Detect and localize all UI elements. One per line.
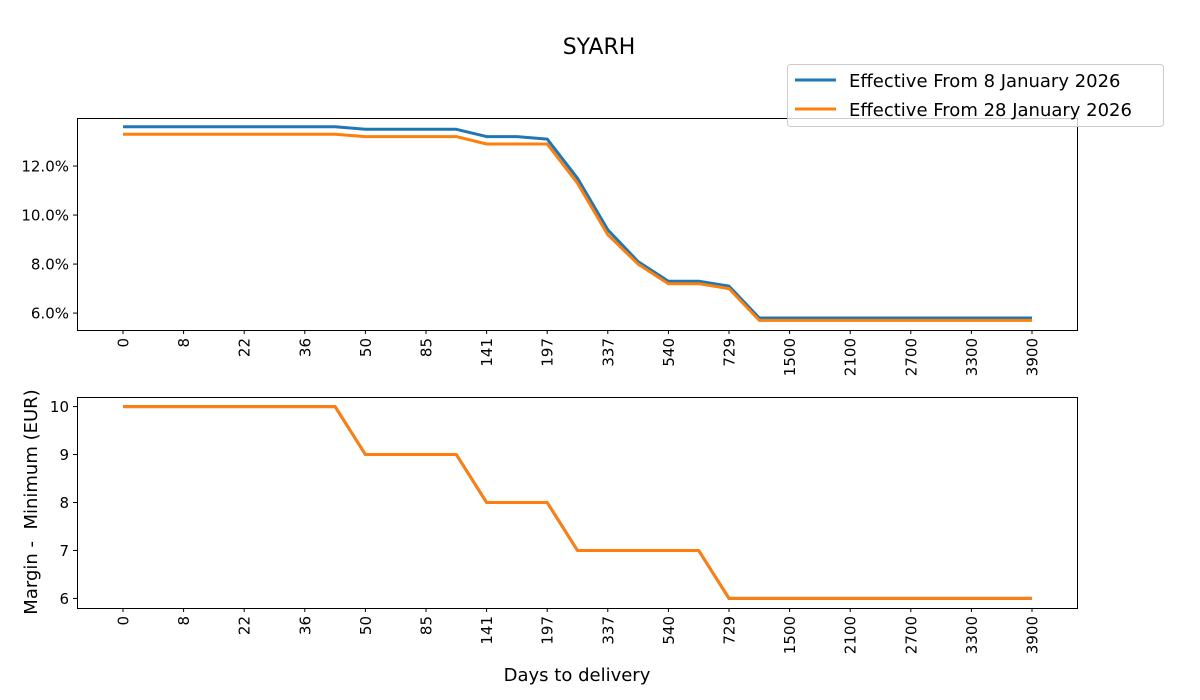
x-tick-label: 3900 xyxy=(1024,616,1042,654)
legend: Effective From 8 January 2026 Effective … xyxy=(787,64,1164,127)
y-tick-label: 10.0% xyxy=(21,207,69,225)
y-tick-label: 7 xyxy=(59,542,69,560)
x-tick-label: 540 xyxy=(660,616,678,645)
x-tick-label: 50 xyxy=(357,338,375,357)
x-tick-label: 0 xyxy=(115,338,133,348)
x-tick-label: 22 xyxy=(236,338,254,357)
axes-frame xyxy=(77,118,1078,331)
top-axes: 6.0% 8.0% 10.0% 12.0% 0 8 22 36 50 85 141 197 337 540… xyxy=(21,118,1078,376)
series-line-1 xyxy=(123,405,1032,600)
y-axis-label: Margin - Minimum (EUR) xyxy=(21,389,42,614)
y-tick-label: 9 xyxy=(59,446,69,464)
x-tick-label: 0 xyxy=(115,616,133,626)
chart-title: SYARH xyxy=(563,35,636,60)
x-tick-label: 1500 xyxy=(781,338,799,376)
x-tick-label: 85 xyxy=(418,338,436,357)
x-tick-label: 36 xyxy=(296,338,314,357)
x-tick-label: 1500 xyxy=(781,616,799,654)
series-line-0 xyxy=(123,125,1032,320)
x-tick-label: 729 xyxy=(721,338,739,367)
x-tick-label: 337 xyxy=(599,616,617,645)
x-tick-label: 8 xyxy=(175,338,193,348)
x-tick-label: 3300 xyxy=(963,616,981,654)
x-tick-label: 2100 xyxy=(842,616,860,654)
x-tick-label: 141 xyxy=(478,338,496,367)
x-tick-label: 85 xyxy=(418,616,436,635)
x-tick-label: 22 xyxy=(236,616,254,635)
y-tick-label: 8.0% xyxy=(31,256,69,274)
x-tick-label: 337 xyxy=(599,338,617,367)
y-tick-label: 12.0% xyxy=(21,158,69,176)
x-tick-label: 197 xyxy=(539,616,557,645)
x-tick-label: 2100 xyxy=(842,338,860,376)
x-tick-label: 36 xyxy=(296,616,314,635)
series-line-1 xyxy=(123,132,1032,322)
x-tick-label: 50 xyxy=(357,616,375,635)
x-tick-label: 8 xyxy=(175,616,193,626)
x-tick-label: 197 xyxy=(539,338,557,367)
series-line-0 xyxy=(123,405,1032,600)
y-tick-label: 6.0% xyxy=(31,305,69,323)
x-axis-label: Days to delivery xyxy=(504,665,651,686)
y-tick-label: 8 xyxy=(59,494,69,512)
y-tick-label: 10 xyxy=(50,398,69,416)
y-tick-label: 6 xyxy=(59,590,69,608)
legend-frame xyxy=(787,64,1164,127)
x-tick-label: 729 xyxy=(721,616,739,645)
x-tick-label: 540 xyxy=(660,338,678,367)
legend-entry-1: Effective From 28 January 2026 xyxy=(849,100,1132,121)
x-tick-label: 2700 xyxy=(902,338,920,376)
legend-entry-0: Effective From 8 January 2026 xyxy=(849,71,1121,92)
x-tick-label: 141 xyxy=(478,616,496,645)
x-tick-label: 2700 xyxy=(902,616,920,654)
x-tick-label: 3300 xyxy=(963,338,981,376)
x-tick-label: 3900 xyxy=(1024,338,1042,376)
axes-frame xyxy=(77,397,1078,609)
bottom-axes: 6 7 8 9 10 0 8 22 36 50 85 141 197 337 540 729 1500 2100 2… xyxy=(50,397,1078,654)
